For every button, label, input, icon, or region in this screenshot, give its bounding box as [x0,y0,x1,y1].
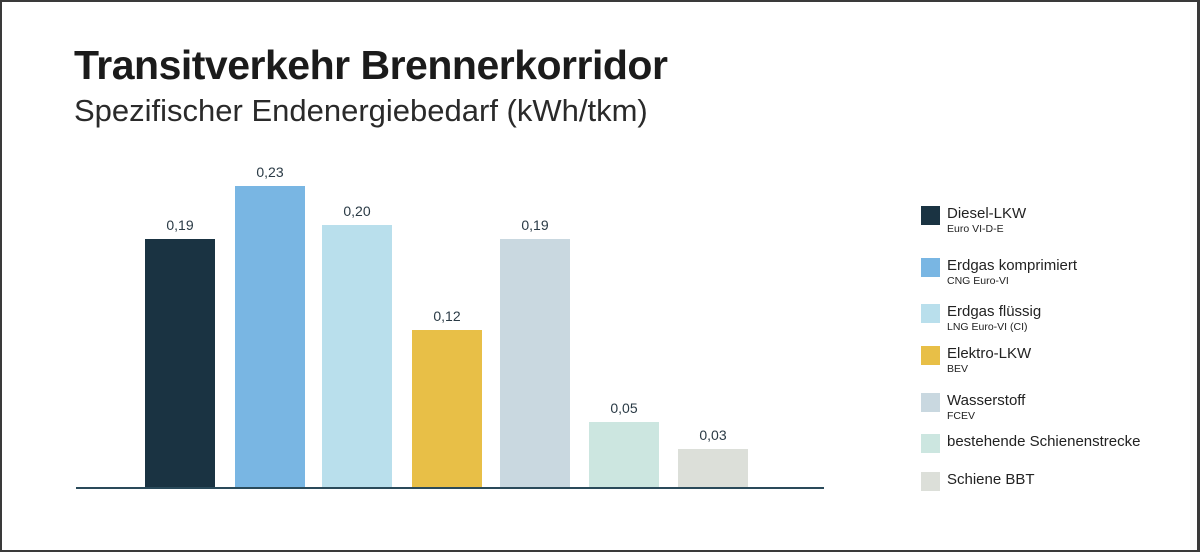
bar-4 [412,330,482,488]
legend-swatch [921,472,940,491]
chart-title: Transitverkehr Brennerkorridor [74,42,668,88]
bar-value-label: 0,12 [433,308,461,324]
bar-6 [589,422,659,488]
legend-label: Schiene BBT [947,471,1035,488]
legend-label: Erdgas flüssig [947,303,1042,320]
bar-3 [322,225,392,488]
legend-label: Wasserstoff [947,392,1026,409]
chart-subtitle: Spezifischer Endenergiebedarf (kWh/tkm) [74,93,648,128]
legend-sublabel: CNG Euro-VI [947,275,1009,287]
bar-2 [235,186,305,488]
legend-label: Diesel-LKW [947,205,1027,222]
legend-sublabel: LNG Euro-VI (CI) [947,321,1028,333]
legend-sublabel: BEV [947,363,969,375]
legend-swatch [921,206,940,225]
bar-value-label: 0,23 [256,164,284,180]
legend-swatch [921,434,940,453]
bar-5 [500,239,570,488]
bar-value-label: 0,19 [166,217,194,233]
bar-value-label: 0,05 [610,400,638,416]
bar-value-label: 0,03 [699,427,727,443]
legend-sublabel: FCEV [947,410,976,422]
legend-label: bestehende Schienenstrecke [947,433,1141,450]
plot-area: 0,19 0,23 0,20 0,12 0,19 0,05 0,03 [76,152,822,488]
bar-value-label: 0,19 [521,217,549,233]
legend-swatch [921,258,940,277]
legend-swatch [921,393,940,412]
legend-label: Elektro-LKW [947,345,1032,362]
legend-swatch [921,304,940,323]
legend-label: Erdgas komprimiert [947,257,1078,274]
bar-1 [145,239,215,488]
x-axis-baseline [76,487,824,489]
bar-value-label: 0,20 [343,203,371,219]
bar-7 [678,449,748,488]
legend-swatch [921,346,940,365]
legend-sublabel: Euro VI-D-E [947,223,1004,235]
